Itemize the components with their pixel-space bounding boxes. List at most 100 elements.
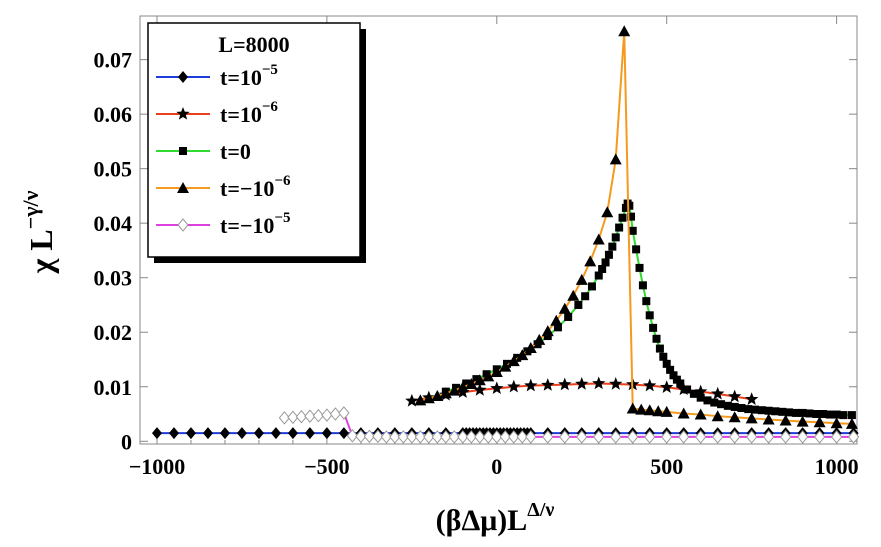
data-point	[813, 416, 826, 428]
data-point	[638, 281, 647, 290]
data-point	[751, 405, 760, 414]
data-point	[567, 289, 580, 301]
data-point	[405, 393, 419, 407]
data-point	[627, 430, 639, 444]
legend-swatch-marker	[177, 182, 189, 193]
data-point	[728, 389, 742, 403]
data-point	[737, 404, 746, 413]
data-point	[730, 402, 739, 411]
x-axis-title-main: (βΔμ)L	[436, 504, 528, 537]
data-point	[524, 342, 537, 354]
data-point	[813, 430, 826, 444]
data-point	[558, 377, 572, 391]
data-point	[601, 258, 610, 267]
data-point	[490, 366, 503, 378]
series-3	[414, 25, 858, 429]
data-point	[832, 410, 841, 419]
data-point	[575, 377, 589, 390]
data-point	[762, 430, 775, 444]
data-point	[592, 233, 605, 245]
data-point	[694, 384, 708, 398]
data-point	[609, 153, 622, 165]
data-point	[661, 430, 673, 444]
legend-label-base: t=−10	[220, 176, 274, 201]
data-point	[764, 406, 773, 415]
data-point	[321, 408, 333, 422]
data-point	[372, 429, 384, 444]
data-point	[473, 374, 486, 386]
data-point	[745, 392, 759, 405]
data-point	[694, 408, 707, 420]
data-point	[644, 430, 656, 444]
data-point	[847, 430, 860, 444]
data-point	[746, 430, 758, 444]
data-point	[575, 273, 588, 285]
data-point	[618, 25, 631, 37]
data-point	[745, 412, 758, 424]
data-point	[524, 378, 538, 392]
data-point	[601, 206, 614, 218]
y-tick-label: 0.01	[94, 375, 133, 400]
data-point	[440, 430, 452, 444]
legend-label-base: t=−10	[220, 213, 274, 238]
data-point	[287, 427, 298, 440]
data-point	[632, 245, 641, 254]
data-point	[608, 242, 617, 251]
data-point	[847, 411, 856, 420]
data-point	[553, 323, 562, 332]
data-point	[304, 409, 316, 423]
data-point	[785, 408, 794, 417]
data-point	[659, 352, 668, 361]
data-point	[662, 359, 671, 368]
data-point	[615, 223, 624, 232]
data-point	[312, 408, 325, 423]
data-point	[321, 427, 332, 440]
data-point	[652, 405, 665, 417]
data-point	[465, 430, 477, 444]
x-axis-title-sup: Δ/ν	[527, 499, 554, 521]
data-point	[541, 325, 554, 337]
data-point	[812, 410, 821, 419]
legend-swatch-marker	[177, 218, 189, 232]
legend-label: t=−10−6	[220, 173, 291, 201]
legend-label: t=10−6	[220, 99, 278, 127]
data-point	[581, 292, 590, 301]
data-point	[558, 302, 571, 314]
legend-title: L=8000	[218, 32, 289, 57]
axis-ticks: −1000 −500 0 500 1000 0 0.01 0.02 0.03 0.04 0.05 0.…	[94, 16, 859, 479]
data-point	[587, 282, 596, 291]
data-point	[649, 323, 658, 332]
data-point	[541, 378, 555, 391]
data-point	[791, 408, 800, 417]
legend-label-sup: −6	[262, 99, 279, 115]
data-point	[652, 334, 661, 343]
legend: L=8000 t=10−5t=10−6t=0t=−10−6t=−10−5	[147, 22, 366, 263]
data-point	[474, 430, 486, 444]
y-tick-label: 0.05	[94, 157, 133, 182]
data-point	[151, 427, 162, 440]
data-point	[490, 381, 504, 395]
data-point	[678, 430, 690, 444]
data-point	[287, 410, 299, 425]
data-point	[491, 430, 503, 444]
data-point	[625, 201, 634, 210]
data-point	[717, 400, 726, 409]
data-point	[525, 430, 537, 444]
data-point	[295, 409, 308, 424]
data-point	[626, 402, 639, 414]
y-tick-label: 0.03	[94, 266, 133, 291]
data-point	[482, 370, 495, 382]
data-point	[516, 430, 528, 444]
data-point	[550, 314, 563, 326]
data-point	[695, 430, 707, 444]
data-point	[465, 378, 478, 390]
legend-label: t=10−5	[220, 62, 278, 90]
legend-label-sup: −5	[262, 62, 278, 78]
data-point	[830, 430, 843, 444]
data-point	[805, 409, 814, 418]
data-point	[431, 430, 443, 444]
data-point	[380, 430, 393, 444]
data-point	[696, 393, 705, 402]
data-point	[762, 413, 775, 425]
legend-swatch-marker	[176, 107, 190, 120]
